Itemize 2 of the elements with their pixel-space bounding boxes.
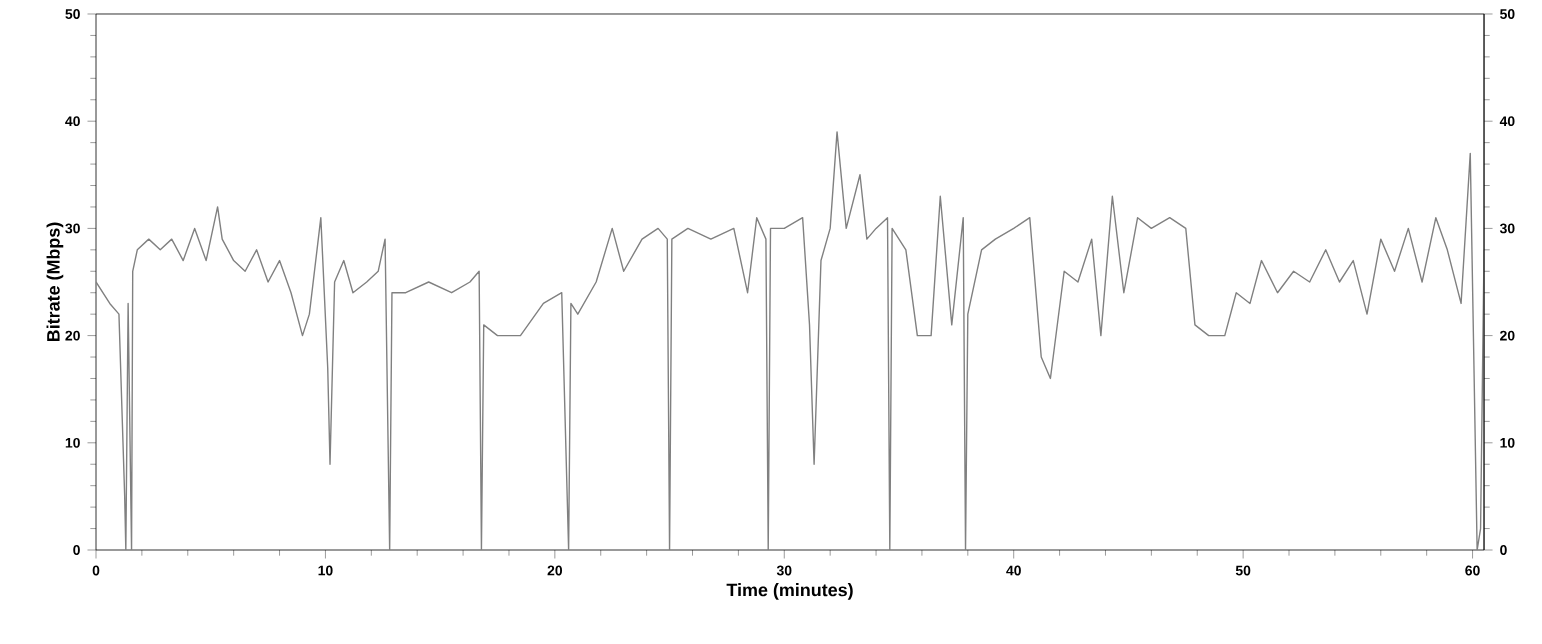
y-axis-title: Bitrate (Mbps) (46, 222, 64, 342)
x-axis-title: Time (minutes) (726, 583, 853, 600)
